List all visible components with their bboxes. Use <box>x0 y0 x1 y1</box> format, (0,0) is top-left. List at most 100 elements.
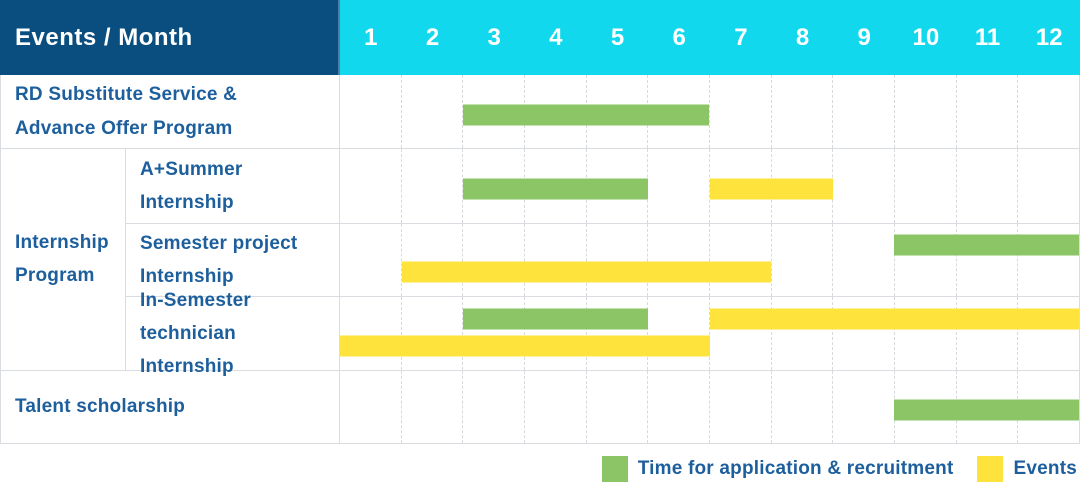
timeline-semester-project-internship <box>340 223 1079 297</box>
table-row-in-semester-technician-internship: In-Semester technician Internship <box>126 290 1079 377</box>
month-gridline <box>400 223 463 297</box>
month-gridline <box>647 149 709 223</box>
month-gridline <box>832 370 894 443</box>
month-gridline <box>340 297 401 369</box>
month-gridline <box>462 149 524 223</box>
recruitment-bar <box>463 308 648 330</box>
month-gridline <box>1017 75 1079 149</box>
month-gridline <box>585 223 648 297</box>
month-gridline <box>524 370 586 443</box>
row-label-rd-substitute: RD Substitute Service & Advance Offer Pr… <box>1 75 340 149</box>
month-header-row: 1 2 3 4 5 6 7 8 9 10 11 12 <box>340 0 1080 75</box>
month-gridline <box>894 223 956 297</box>
row-label-in-semester-technician-internship: In-Semester technician Internship <box>126 290 340 377</box>
month-gridline <box>1017 149 1079 223</box>
month-gridline <box>462 223 524 297</box>
table-row-talent-scholarship: Talent scholarship <box>1 369 1079 443</box>
legend-item-recruitment: Time for application & recruitment <box>601 456 954 483</box>
month-gridline <box>955 149 1018 223</box>
month-header-1: 1 <box>364 23 378 51</box>
month-gridline <box>647 223 709 297</box>
group-label-internship-program: Internship Program <box>1 149 126 370</box>
month-gridline <box>462 75 524 149</box>
table-row-rd-substitute: RD Substitute Service & Advance Offer Pr… <box>1 75 1079 149</box>
row-label-semester-project-internship: Semester project Internship <box>126 223 340 297</box>
month-header-7: 7 <box>734 23 748 51</box>
event-bar <box>401 261 772 283</box>
month-header-2: 2 <box>425 23 440 51</box>
month-gridline <box>340 75 401 148</box>
month-gridline <box>585 370 648 443</box>
month-header-3: 3 <box>487 23 501 51</box>
month-gridline <box>709 297 771 370</box>
row-label-a-summer-internship: A+Summer Internship <box>126 149 340 223</box>
timeline-in-semester-technician-internship <box>340 297 1079 370</box>
timeline-rd-substitute <box>340 75 1079 149</box>
month-header-12: 12 <box>1035 23 1063 51</box>
month-gridline <box>524 223 586 297</box>
recruitment-bar <box>463 178 648 200</box>
event-bar <box>340 335 710 357</box>
month-gridline <box>770 297 833 370</box>
month-header-8: 8 <box>795 23 810 51</box>
month-gridline <box>647 370 709 443</box>
legend: Time for application & recruitment Events <box>0 444 1080 494</box>
month-header-5: 5 <box>610 23 625 51</box>
month-gridline <box>462 370 524 443</box>
legend-item-event: Events <box>977 456 1077 483</box>
month-gridline <box>1017 297 1079 370</box>
month-header-4: 4 <box>549 23 563 51</box>
month-gridline <box>770 75 833 149</box>
month-gridline <box>340 371 401 443</box>
month-gridline <box>709 75 771 149</box>
month-gridline <box>400 75 463 149</box>
month-gridline <box>462 297 524 370</box>
row-label-talent-scholarship: Talent scholarship <box>1 370 340 443</box>
month-gridline <box>832 75 894 149</box>
month-gridline <box>585 297 648 370</box>
month-gridline <box>524 297 586 370</box>
month-gridline <box>894 297 956 370</box>
month-gridline <box>832 223 894 297</box>
month-header-6: 6 <box>672 23 686 51</box>
legend-swatch-recruitment <box>601 456 628 483</box>
month-header-11: 11 <box>974 23 1001 51</box>
legend-label-event: Events <box>1013 458 1077 480</box>
month-gridline <box>1017 223 1079 297</box>
month-gridline <box>400 149 463 223</box>
month-gridline <box>832 297 894 370</box>
month-gridline <box>709 223 771 297</box>
events-month-header: Events / Month <box>0 0 340 75</box>
table-header: Events / Month 1 2 3 4 5 6 7 8 9 10 11 12 <box>0 0 1080 75</box>
table-rowgroup-internship-program: Internship Program A+Summer Internship S… <box>1 148 1079 377</box>
month-gridline <box>647 297 709 370</box>
month-header-9: 9 <box>857 23 871 51</box>
month-gridline <box>832 149 894 223</box>
recruitment-bar <box>463 104 710 126</box>
table-body: RD Substitute Service & Advance Offer Pr… <box>0 75 1080 444</box>
table-row-semester-project-internship: Semester project Internship <box>126 222 1079 297</box>
recruitment-bar <box>894 399 1079 421</box>
month-header-10: 10 <box>912 23 940 51</box>
month-gridline <box>340 224 401 296</box>
month-gridline <box>955 75 1018 149</box>
month-gridline <box>955 223 1018 297</box>
event-bar <box>709 178 833 200</box>
legend-swatch-event <box>977 456 1004 483</box>
legend-label-recruitment: Time for application & recruitment <box>637 458 954 480</box>
event-bar <box>709 308 1079 330</box>
month-gridline <box>400 370 463 443</box>
month-gridline <box>770 370 833 443</box>
month-gridline <box>894 75 956 149</box>
internship-program-rows: A+Summer Internship Semester project Int… <box>126 149 1079 377</box>
month-gridline <box>709 370 771 443</box>
table-row-a-summer-internship: A+Summer Internship <box>126 149 1079 223</box>
recruitment-bar <box>894 234 1079 256</box>
timeline-a-summer-internship <box>340 149 1079 223</box>
month-gridline <box>955 297 1018 370</box>
month-gridline <box>400 297 463 370</box>
month-gridline <box>340 149 401 222</box>
timeline-talent-scholarship <box>340 370 1079 443</box>
month-gridline <box>770 223 833 297</box>
